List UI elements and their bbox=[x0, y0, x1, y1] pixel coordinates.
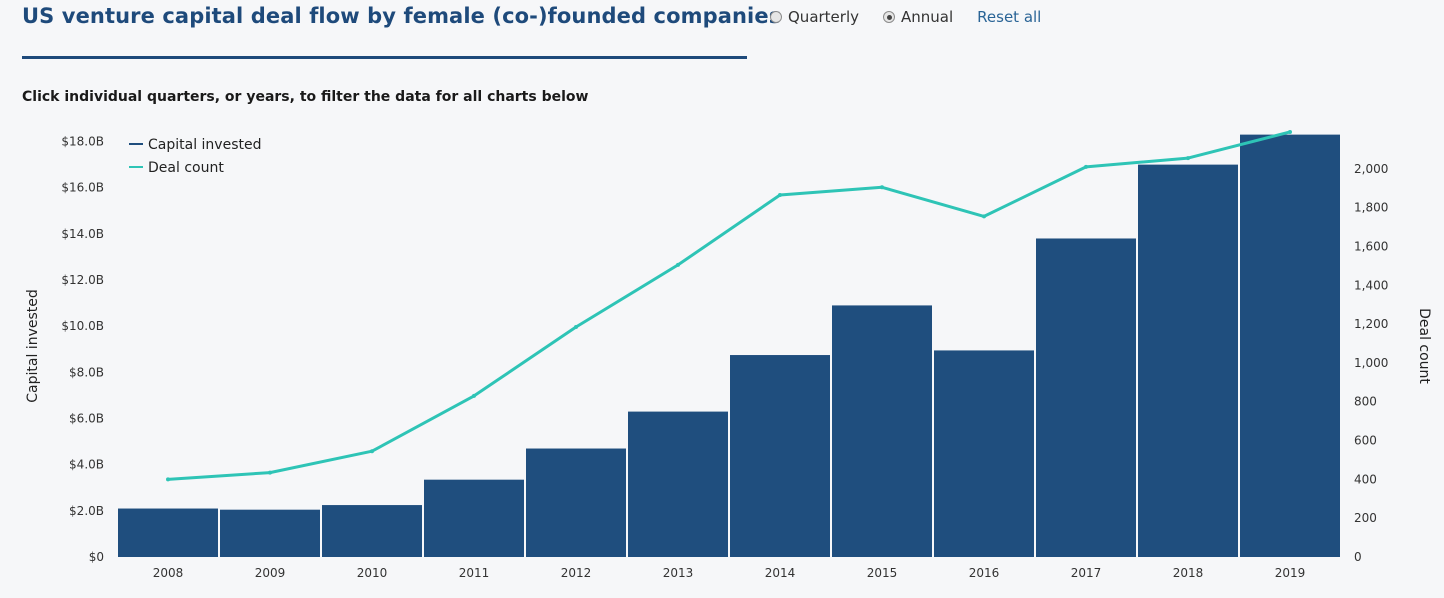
bar-2016[interactable] bbox=[934, 350, 1034, 557]
y2-tick-label: 1,400 bbox=[1354, 278, 1388, 292]
deal-count-point-2014 bbox=[778, 193, 782, 198]
y2-tick-label: 600 bbox=[1354, 434, 1377, 448]
legend-deal-count-label: Deal count bbox=[148, 160, 224, 176]
y2-tick-label: 1,200 bbox=[1354, 317, 1388, 331]
legend-capital-label: Capital invested bbox=[148, 137, 261, 153]
y2-tick-label: 200 bbox=[1354, 511, 1377, 525]
y2-tick-label: 0 bbox=[1354, 550, 1362, 564]
bar-2008[interactable] bbox=[118, 508, 218, 557]
chart-instructions: Click individual quarters, or years, to … bbox=[22, 89, 589, 105]
bar-2010[interactable] bbox=[322, 505, 422, 557]
quarterly-radio[interactable]: Quarterly bbox=[770, 8, 859, 26]
y-tick-label: $18.0B bbox=[61, 135, 104, 149]
deal-count-point-2013 bbox=[676, 262, 680, 267]
bar-2012[interactable] bbox=[526, 448, 626, 557]
legend: Capital invested Deal count bbox=[129, 137, 261, 176]
y2-tick-label: 1,000 bbox=[1354, 356, 1388, 370]
x-tick-label: 2010 bbox=[357, 566, 388, 580]
bar-2011[interactable] bbox=[424, 479, 524, 557]
y2-tick-label: 1,800 bbox=[1354, 201, 1388, 215]
axes-layer: 2008 2009 2010 2011 2012 2013 2014 2015 2016 2017… bbox=[61, 135, 1388, 580]
deal-count-point-2012 bbox=[574, 325, 578, 330]
y-tick-label: $6.0B bbox=[69, 412, 104, 426]
x-tick-label: 2013 bbox=[663, 566, 694, 580]
y-tick-label: $2.0B bbox=[69, 504, 104, 518]
deal-count-point-2011 bbox=[472, 393, 476, 398]
quarterly-radio-label[interactable]: Quarterly bbox=[788, 8, 859, 26]
annual-radio-dot[interactable] bbox=[883, 11, 895, 23]
deal-count-point-2016 bbox=[982, 214, 986, 219]
y-tick-label: $14.0B bbox=[61, 227, 104, 241]
y2-tick-label: 800 bbox=[1354, 395, 1377, 409]
x-tick-label: 2014 bbox=[765, 566, 796, 580]
deal-count-point-2015 bbox=[880, 185, 884, 190]
page-title: US venture capital deal flow by female (… bbox=[22, 4, 782, 28]
y2-tick-label: 400 bbox=[1354, 472, 1377, 486]
bar-2013[interactable] bbox=[628, 411, 728, 557]
y-tick-label: $10.0B bbox=[61, 319, 104, 333]
y2-axis-title: Deal count bbox=[1416, 308, 1432, 384]
y2-tick-label: 2,000 bbox=[1354, 162, 1388, 176]
deal-count-line-layer bbox=[166, 129, 1292, 482]
bar-2018[interactable] bbox=[1138, 164, 1238, 557]
y-tick-label: $16.0B bbox=[61, 181, 104, 195]
x-tick-label: 2016 bbox=[969, 566, 1000, 580]
y-axis-title: Capital invested bbox=[25, 289, 41, 402]
x-tick-label: 2008 bbox=[153, 566, 184, 580]
quarterly-radio-dot[interactable] bbox=[770, 11, 782, 23]
deal-count-point-2017 bbox=[1084, 164, 1088, 169]
y-tick-label: $4.0B bbox=[69, 458, 104, 472]
x-tick-label: 2011 bbox=[459, 566, 490, 580]
x-tick-label: 2018 bbox=[1173, 566, 1204, 580]
x-tick-label: 2015 bbox=[867, 566, 898, 580]
annual-radio[interactable]: Annual bbox=[883, 8, 953, 26]
deal-count-point-2009 bbox=[268, 470, 272, 475]
reset-all-link[interactable]: Reset all bbox=[977, 8, 1042, 26]
x-tick-label: 2017 bbox=[1071, 566, 1102, 580]
annual-radio-label[interactable]: Annual bbox=[901, 8, 954, 26]
deal-count-line bbox=[167, 130, 1291, 481]
y2-tick-label: 1,600 bbox=[1354, 239, 1388, 253]
period-controls: Quarterly Annual Reset all bbox=[770, 8, 1041, 26]
deal-count-point-2018 bbox=[1186, 156, 1190, 161]
deal-count-point-2008 bbox=[166, 477, 170, 482]
y-tick-label: $0 bbox=[89, 550, 104, 564]
bar-2014[interactable] bbox=[730, 355, 830, 557]
y-tick-label: $12.0B bbox=[61, 273, 104, 287]
x-tick-label: 2019 bbox=[1275, 566, 1306, 580]
deal-count-point-2010 bbox=[370, 449, 374, 454]
bar-2009[interactable] bbox=[220, 509, 320, 557]
y-tick-label: $8.0B bbox=[69, 365, 104, 379]
bar-2017[interactable] bbox=[1036, 238, 1136, 557]
bars-layer bbox=[118, 134, 1340, 557]
title-underline bbox=[22, 56, 747, 59]
bar-2019[interactable] bbox=[1240, 134, 1340, 557]
bar-2015[interactable] bbox=[832, 305, 932, 557]
x-tick-label: 2009 bbox=[255, 566, 286, 580]
deal-count-point-2019 bbox=[1288, 129, 1292, 134]
x-tick-label: 2012 bbox=[561, 566, 592, 580]
